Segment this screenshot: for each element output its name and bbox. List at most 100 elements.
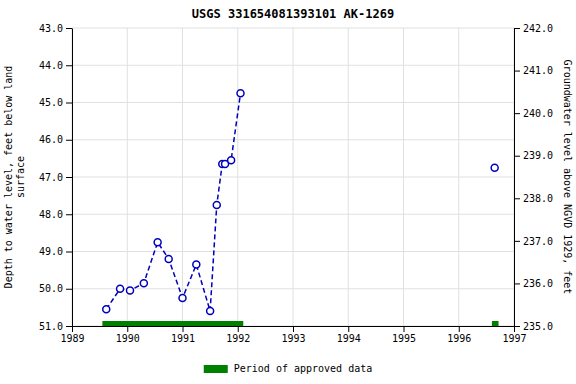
tick-mark bbox=[127, 326, 128, 332]
approved-period bbox=[102, 321, 243, 326]
tick-label: 45.0 bbox=[39, 97, 63, 108]
tick: 51.0 bbox=[39, 321, 72, 332]
point bbox=[165, 255, 172, 262]
point bbox=[207, 308, 214, 315]
tick: 43.0 bbox=[39, 23, 72, 34]
marks bbox=[102, 90, 498, 326]
chart: 19891990199119921993199419951996199743.0… bbox=[0, 0, 576, 384]
tick: 1989 bbox=[60, 326, 84, 344]
tick-label: 1993 bbox=[281, 333, 305, 344]
tick-mark bbox=[72, 326, 73, 332]
tick: 236.0 bbox=[514, 278, 553, 289]
tick-mark bbox=[514, 241, 520, 242]
tick: 1992 bbox=[226, 326, 250, 344]
tick: 50.0 bbox=[39, 283, 72, 294]
tick-mark bbox=[66, 65, 72, 66]
tick: 242.0 bbox=[514, 23, 553, 34]
tick: 1991 bbox=[171, 326, 195, 344]
point bbox=[127, 287, 134, 294]
tick-mark bbox=[514, 113, 520, 114]
legend-item: Period of approved data bbox=[204, 363, 372, 374]
tick-label: 44.0 bbox=[39, 60, 63, 71]
legend: Period of approved data bbox=[204, 363, 372, 374]
tick-mark bbox=[66, 140, 72, 141]
tick-mark bbox=[66, 28, 72, 29]
tick: 240.0 bbox=[514, 108, 553, 119]
tick: 46.0 bbox=[39, 134, 72, 145]
tick-mark bbox=[66, 214, 72, 215]
tick-mark bbox=[404, 326, 405, 332]
y-axis: 43.0 44.0 45.0 46.0 47.0 48.0 49.0 50.0 51.0 bbox=[39, 23, 73, 332]
tick-mark bbox=[514, 283, 520, 284]
tick: 48.0 bbox=[39, 209, 72, 220]
y-axis-title: Depth to water level, feet below landsur… bbox=[3, 66, 26, 289]
tick-mark bbox=[66, 177, 72, 178]
tick-label: 51.0 bbox=[39, 321, 63, 332]
point bbox=[179, 295, 186, 302]
tick: 237.0 bbox=[514, 236, 553, 247]
approved-period bbox=[492, 321, 499, 326]
point bbox=[213, 201, 220, 208]
tick: 239.0 bbox=[514, 150, 553, 161]
tick: 1993 bbox=[281, 326, 305, 344]
tick: 1994 bbox=[337, 326, 361, 344]
grid-line bbox=[72, 288, 514, 289]
tick: 45.0 bbox=[39, 97, 72, 108]
tick: 238.0 bbox=[514, 193, 553, 204]
plot-area: 19891990199119921993199419951996199743.0… bbox=[3, 23, 573, 344]
tick: 49.0 bbox=[39, 246, 72, 257]
tick-mark bbox=[238, 326, 239, 332]
grid-line bbox=[72, 177, 514, 178]
tick-label: 236.0 bbox=[523, 278, 553, 289]
tick-label: 49.0 bbox=[39, 246, 63, 257]
tick-label: 239.0 bbox=[523, 150, 553, 161]
grid-line bbox=[72, 251, 514, 252]
tick-label: 47.0 bbox=[39, 172, 63, 183]
legend-label: Period of approved data bbox=[234, 363, 372, 374]
tick-label: 1992 bbox=[226, 333, 250, 344]
tick-label: 1991 bbox=[171, 333, 195, 344]
title: USGS 331654081393101 AK-1269 bbox=[192, 7, 394, 21]
tick-label: 1996 bbox=[447, 333, 471, 344]
point bbox=[154, 239, 161, 246]
grid-line bbox=[72, 28, 514, 29]
tick-label: 1994 bbox=[337, 333, 361, 344]
grid-line bbox=[72, 102, 514, 103]
point bbox=[491, 164, 498, 171]
tick-label: 242.0 bbox=[523, 23, 553, 34]
tick-label: 241.0 bbox=[523, 65, 553, 76]
tick-label: 235.0 bbox=[523, 321, 553, 332]
point bbox=[228, 157, 235, 164]
point bbox=[140, 280, 147, 287]
tick: 47.0 bbox=[39, 172, 72, 183]
axis-line bbox=[514, 29, 515, 327]
axis-line bbox=[72, 29, 73, 327]
tick-label: 50.0 bbox=[39, 283, 63, 294]
point bbox=[103, 306, 110, 313]
line bbox=[106, 93, 240, 311]
tick-mark bbox=[66, 326, 72, 327]
tick: 1990 bbox=[116, 326, 140, 344]
tick-label: 48.0 bbox=[39, 209, 63, 220]
tick-mark bbox=[514, 156, 520, 157]
tick: 44.0 bbox=[39, 60, 72, 71]
legend-swatch bbox=[204, 365, 228, 373]
tick-mark bbox=[514, 28, 520, 29]
tick: 241.0 bbox=[514, 65, 553, 76]
tick: 1995 bbox=[392, 326, 416, 344]
tick-label: 1989 bbox=[60, 333, 84, 344]
tick-mark bbox=[459, 326, 460, 332]
point bbox=[237, 90, 244, 97]
tick-mark bbox=[66, 103, 72, 104]
x-axis: 198919901991199219931994199519961997 bbox=[60, 326, 526, 344]
tick-label: 240.0 bbox=[523, 108, 553, 119]
grid-line bbox=[72, 139, 514, 140]
tick-mark bbox=[66, 289, 72, 290]
tick-label: 1990 bbox=[116, 333, 140, 344]
point bbox=[193, 261, 200, 268]
tick-label: 43.0 bbox=[39, 23, 63, 34]
tick-label: 238.0 bbox=[523, 193, 553, 204]
grid-line bbox=[72, 65, 514, 66]
tick-mark bbox=[514, 71, 520, 72]
grid bbox=[72, 28, 514, 326]
